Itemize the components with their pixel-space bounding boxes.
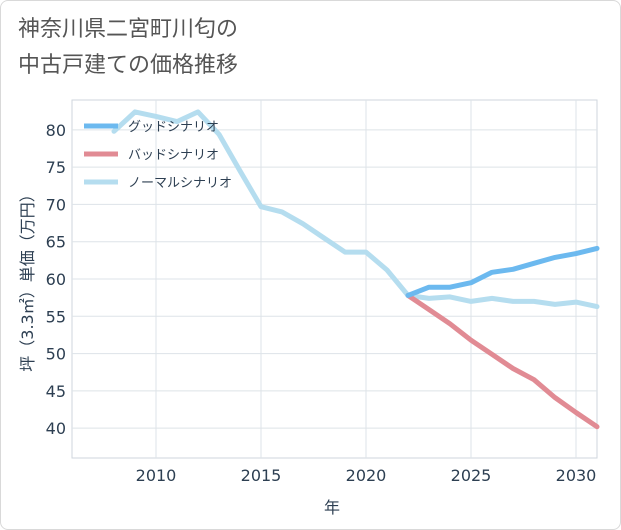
y-tick-label-55: 55 [46,307,66,326]
y-tick-label-60: 60 [46,270,66,289]
x-tick-label-2025: 2025 [451,466,492,485]
y-tick-label-65: 65 [46,233,66,252]
y-axis-label: 坪（3.3㎡）単価（万円） [18,186,37,371]
chart-title-line-2: 中古戸建ての価格推移 [18,53,239,78]
grid-lines [72,100,597,458]
y-tick-label-80: 80 [46,121,66,140]
legend-label-2: ノーマルシナリオ [128,176,232,191]
chart-title: 神奈川県二宮町川匂の 中古戸建ての価格推移 [18,12,238,84]
y-tick-label-45: 45 [46,382,66,401]
series-line-2 [111,109,600,310]
y-tick-label-75: 75 [46,158,66,177]
series-line-0 [405,245,600,298]
series-line-1 [405,292,600,430]
chart-title-line-1: 神奈川県二宮町川匂の [18,17,239,42]
x-tick-label-2015: 2015 [241,466,282,485]
legend-label-1: バッドシナリオ [128,148,219,163]
legend-label-0: グッドシナリオ [128,120,219,135]
series-lines [111,109,600,430]
y-tick-label-50: 50 [46,345,66,364]
x-axis-label: 年 [324,498,340,517]
x-tick-label-2020: 2020 [346,466,387,485]
x-tick-label-2010: 2010 [136,466,177,485]
y-tick-label-70: 70 [46,195,66,214]
y-tick-label-40: 40 [46,419,66,438]
x-tick-label-2030: 2030 [556,466,597,485]
axis-ticks: 2010 2015 2020 2025 2030 40 45 50 55 60 65 70 75 80 [46,121,597,485]
